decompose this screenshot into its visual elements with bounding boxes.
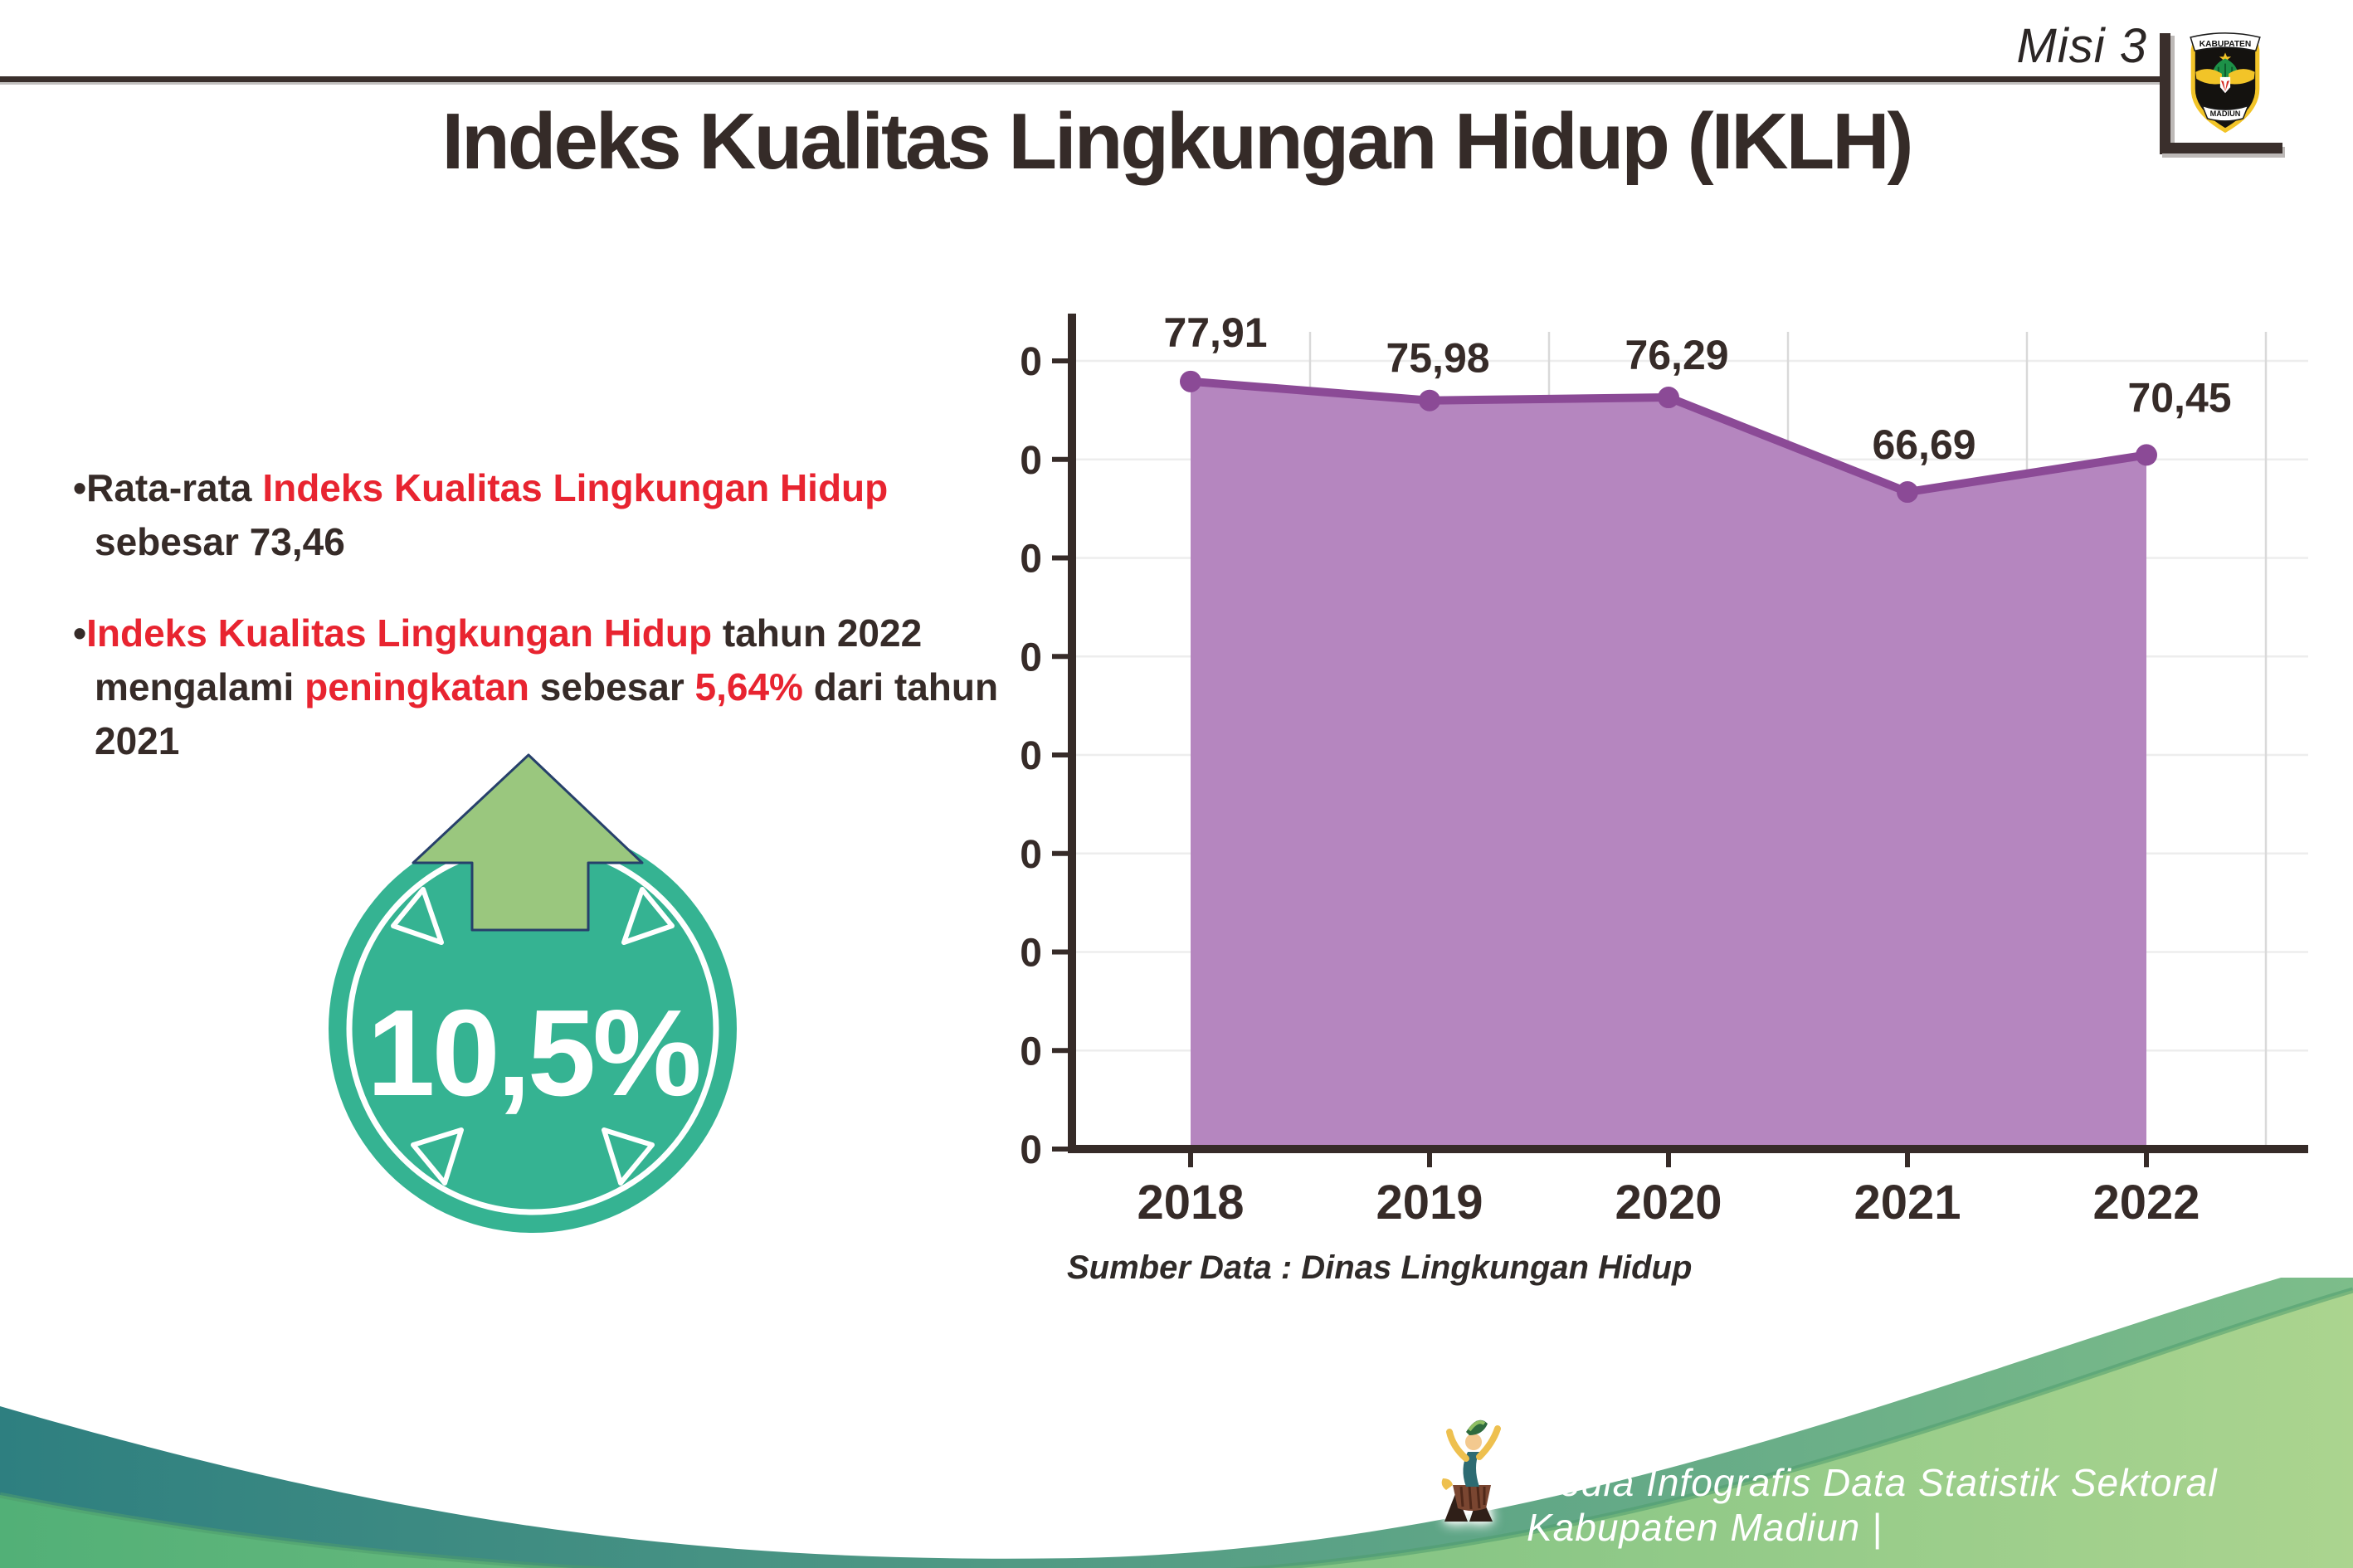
bullet-text-segment: peningkatan bbox=[304, 665, 530, 709]
bullet-dot: • bbox=[73, 466, 87, 509]
y-tick-label: 20 bbox=[1021, 932, 1042, 976]
badge-triangle-nw bbox=[391, 887, 444, 945]
seal-center-right-flame bbox=[2225, 80, 2230, 92]
x-tick-label: 2022 bbox=[2092, 1176, 2200, 1230]
mascot-leaf-highlight bbox=[1468, 1420, 1486, 1432]
kabupaten-madiun-seal-icon: KABUPATEN MADIUN bbox=[2190, 32, 2261, 134]
x-tick-label: 2018 bbox=[1137, 1176, 1244, 1230]
logo-frame-vertical bbox=[2160, 33, 2170, 154]
arrow-up-icon bbox=[412, 753, 644, 932]
bullet-item: •Rata-rata Indeks Kualitas Lingkungan Hi… bbox=[73, 461, 1011, 570]
header-divider bbox=[0, 76, 2161, 82]
badge-circle bbox=[329, 825, 737, 1233]
bullet-text-segment: Indeks Kualitas Lingkungan Hidup bbox=[262, 466, 889, 509]
increase-badge: 10,5% bbox=[329, 753, 737, 1233]
value-label: 75,98 bbox=[1386, 335, 1489, 382]
seal-bottom-text: MADIUN bbox=[2210, 110, 2241, 118]
value-label: 76,29 bbox=[1625, 332, 1728, 378]
source-note: Sumber Data : Dinas Lingkungan Hidup bbox=[1067, 1249, 1693, 1286]
mascot-right-arm bbox=[1476, 1425, 1501, 1460]
y-tick-label: 70 bbox=[1021, 439, 1042, 483]
mascot-left-arm bbox=[1446, 1429, 1469, 1462]
value-label: 66,69 bbox=[1872, 421, 1975, 468]
badge-triangle-ne bbox=[621, 887, 675, 945]
badge-percentage: 10,5% bbox=[367, 985, 699, 1122]
mascot-face bbox=[1465, 1434, 1482, 1450]
chart-point bbox=[1897, 481, 1918, 504]
seal-top-text: KABUPATEN bbox=[2200, 40, 2251, 49]
iklh-chart: 77,91 75,98 76,29 66,69 70,45 0 10 20 30 40 50 60 70… bbox=[1021, 309, 2308, 1230]
mascot-left-leg bbox=[1444, 1492, 1468, 1522]
mascot-skirt-pleats bbox=[1459, 1486, 1486, 1510]
y-tick-label: 80 bbox=[1021, 340, 1042, 384]
chart-point bbox=[1419, 389, 1440, 411]
page-title: Indeks Kualitas Lingkungan Hidup (IKLH) bbox=[441, 97, 1913, 186]
mascot-left-hand bbox=[1441, 1478, 1453, 1490]
y-tick-label: 0 bbox=[1021, 1128, 1042, 1172]
seal-top-banner bbox=[2190, 32, 2261, 52]
value-label: 77,91 bbox=[1163, 309, 1267, 356]
x-tick-label: 2020 bbox=[1615, 1176, 1722, 1230]
footer-wave-rim bbox=[0, 1287, 2353, 1568]
bullet-list: •Rata-rata Indeks Kualitas Lingkungan Hi… bbox=[73, 461, 1011, 806]
seal-center-left-flame bbox=[2220, 80, 2225, 92]
x-tick-label: 2019 bbox=[1376, 1176, 1483, 1230]
bullet-text-segment: sebesar bbox=[529, 665, 695, 709]
x-tick-label: 2021 bbox=[1854, 1176, 1961, 1230]
bullet-dot: • bbox=[73, 611, 87, 655]
chart-point bbox=[1658, 387, 1679, 409]
chart-point bbox=[1180, 370, 1201, 392]
bullet-text-segment: sebesar 73,46 bbox=[95, 520, 345, 564]
dancer-mascot-icon bbox=[1441, 1419, 1501, 1522]
bullet-text-segment: 5,64% bbox=[694, 665, 803, 709]
bullet-text-segment: Indeks Kualitas Lingkungan Hidup bbox=[86, 611, 713, 655]
logo-frame-horizontal bbox=[2160, 143, 2282, 153]
footer-credit: Media Infografis Data Statistik Sektoral… bbox=[1527, 1461, 2218, 1549]
seal-right-wing-icon bbox=[2229, 69, 2255, 85]
y-tick-label: 30 bbox=[1021, 833, 1042, 877]
footer-wave bbox=[0, 1278, 2353, 1568]
badge-triangle-sw bbox=[411, 1127, 464, 1186]
y-tick-label: 40 bbox=[1021, 734, 1042, 778]
y-tick-label: 50 bbox=[1021, 635, 1042, 679]
seal-bottom-banner bbox=[2201, 105, 2249, 122]
chart-area bbox=[1191, 381, 2146, 1150]
bullet-text-segment: tahun 2022 mengalami bbox=[95, 611, 923, 709]
bullet-text-segment: Rata-rata bbox=[86, 466, 263, 509]
badge-triangle-se bbox=[602, 1127, 655, 1186]
misi-label: Misi 3 bbox=[2016, 19, 2147, 73]
bullet-item: •Indeks Kualitas Lingkungan Hidup tahun … bbox=[73, 606, 1011, 769]
footer-wave-green bbox=[0, 1290, 2353, 1568]
bullet-text-segment: dari tahun 2021 bbox=[95, 665, 999, 763]
chart-point bbox=[2136, 444, 2157, 466]
seal-left-wing-icon bbox=[2195, 69, 2222, 85]
y-tick-label: 10 bbox=[1021, 1030, 1042, 1074]
y-tick-label: 60 bbox=[1021, 538, 1042, 582]
value-label: 70,45 bbox=[2127, 374, 2231, 421]
